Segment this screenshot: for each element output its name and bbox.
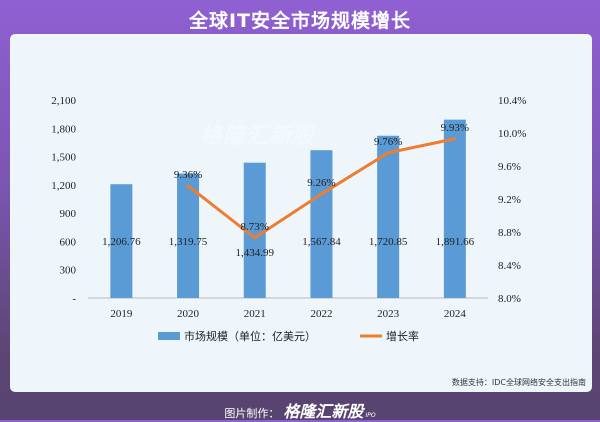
left-tick-label: 1,800 <box>51 123 76 135</box>
left-tick-label: 900 <box>60 208 77 220</box>
x-tick-label: 2019 <box>110 308 133 320</box>
bar-value-label: 1,434.99 <box>236 247 275 259</box>
right-tick-label: 10.4% <box>498 95 526 107</box>
growth-point <box>453 137 457 141</box>
right-tick-label: 8.4% <box>498 260 521 272</box>
x-tick-label: 2024 <box>444 308 467 320</box>
chart-card <box>10 34 592 392</box>
left-tick-label: - <box>72 293 76 305</box>
bar <box>177 173 200 298</box>
bar-value-label: 1,319.75 <box>169 236 208 248</box>
growth-point <box>186 184 190 188</box>
x-tick-label: 2023 <box>377 308 400 320</box>
right-tick-label: 8.0% <box>498 293 521 305</box>
left-tick-label: 600 <box>60 236 77 248</box>
footer-ipo: IPO <box>365 412 376 419</box>
footer-brand: 格隆汇新股 <box>283 402 364 421</box>
right-tick-label: 9.6% <box>498 161 521 173</box>
right-tick-label: 9.2% <box>498 194 521 206</box>
growth-point <box>386 151 390 155</box>
bar <box>377 135 400 298</box>
growth-label: 9.76% <box>374 136 402 148</box>
growth-label: 9.26% <box>307 177 335 189</box>
x-tick-label: 2020 <box>177 308 200 320</box>
watermark: 格隆汇新股 <box>200 124 316 149</box>
growth-point <box>319 192 323 196</box>
x-tick-label: 2022 <box>310 308 332 320</box>
legend-bar-label: 市场规模（单位：亿美元） <box>184 329 316 343</box>
bar <box>243 162 266 298</box>
footer-label: 图片制作： <box>224 407 280 420</box>
legend-bar-swatch <box>158 332 180 340</box>
left-tick-label: 2,100 <box>51 95 76 107</box>
growth-label: 9.36% <box>174 169 202 181</box>
bar-value-label: 1,206.76 <box>102 236 141 248</box>
footer: 图片制作： 格隆汇新股 IPO <box>0 398 600 422</box>
bar-value-label: 1,720.85 <box>369 236 408 248</box>
bar <box>110 184 133 298</box>
bar <box>443 119 466 298</box>
growth-label: 9.93% <box>441 122 469 134</box>
right-tick-label: 8.8% <box>498 227 521 239</box>
bar-value-label: 1,567.84 <box>302 236 341 248</box>
right-tick-label: 10.0% <box>498 128 526 140</box>
bar <box>310 150 333 298</box>
left-tick-label: 1,500 <box>51 152 76 164</box>
left-tick-label: 1,200 <box>51 180 76 192</box>
x-tick-label: 2021 <box>244 308 266 320</box>
growth-label: 8.73% <box>241 221 269 233</box>
chart-title: 全球IT安全市场规模增长 <box>188 10 412 32</box>
bar-value-label: 1,891.66 <box>436 236 475 248</box>
source-note: 数据支持：IDC全球网络安全支出指南 <box>451 378 586 387</box>
legend-line-label: 增长率 <box>386 329 419 343</box>
left-tick-label: 300 <box>60 265 77 277</box>
growth-point <box>253 236 257 240</box>
